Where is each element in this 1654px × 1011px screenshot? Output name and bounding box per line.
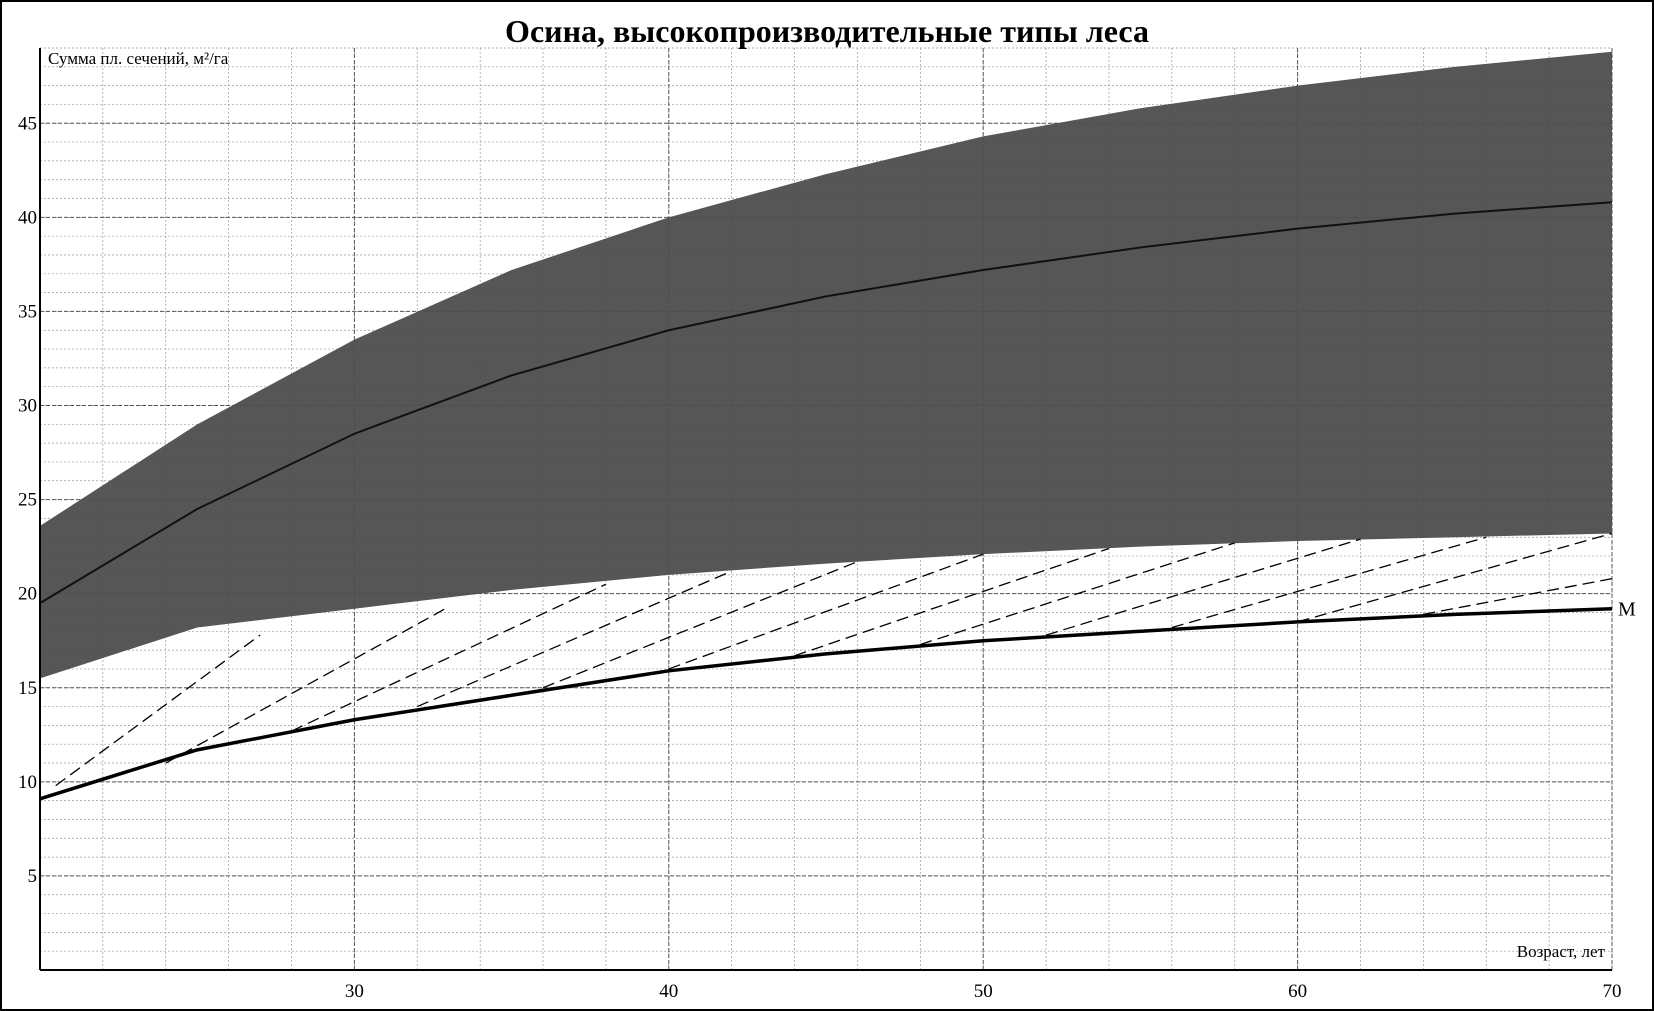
- y-tick-label: 40: [18, 207, 37, 228]
- y-tick-label: 30: [18, 396, 37, 417]
- x-tick-label: 50: [974, 981, 993, 1002]
- chart-title: Осина, высокопроизводительные типы леса: [505, 13, 1149, 49]
- x-tick-label: 30: [345, 981, 364, 1002]
- labels: 30 40 50 60 70 5 10 15 20 25 30 35 40 45 M: [18, 48, 1636, 1002]
- x-tick-label: 70: [1603, 981, 1622, 1002]
- guide-line: [291, 583, 607, 732]
- x-tick-label: 40: [659, 981, 678, 1002]
- y-tick-label: 10: [18, 772, 37, 793]
- series-line: [39, 201, 1613, 604]
- x-tick-label: 60: [1288, 981, 1307, 1002]
- y-tick-label: 5: [28, 866, 38, 887]
- band-area: [40, 51, 1612, 679]
- y-tick-label: 25: [18, 490, 37, 511]
- guide-line: [417, 570, 732, 708]
- series-label: M: [1618, 599, 1636, 621]
- guide-line: [1423, 577, 1613, 616]
- guide-line: [1297, 532, 1613, 623]
- x-axis-label: Возраст, лет: [1517, 942, 1606, 961]
- y-tick-label: 15: [18, 678, 37, 699]
- series-line: [39, 606, 1613, 801]
- guide-line: [668, 553, 984, 670]
- guide-line: [920, 542, 1235, 646]
- guide-line: [55, 634, 261, 787]
- y-tick-label: 20: [18, 584, 37, 605]
- y-tick-label: 35: [18, 301, 37, 322]
- marks: [39, 51, 1613, 801]
- guide-line: [1045, 538, 1361, 636]
- guide-line: [794, 547, 1110, 657]
- guide-line: [1171, 536, 1487, 629]
- y-axis-label: Сумма пл. сечений, м²/га: [48, 49, 229, 68]
- y-tick-label: 45: [18, 113, 37, 134]
- guide-line: [542, 561, 858, 689]
